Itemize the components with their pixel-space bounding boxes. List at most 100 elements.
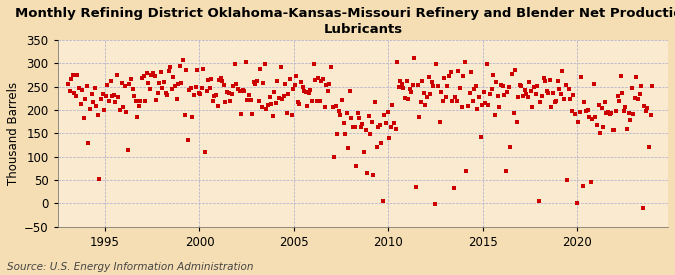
Point [491,79,502,84]
Point [215,76,226,81]
Point [94,177,105,181]
Point [467,99,478,103]
Point [570,112,580,116]
Point [494,105,505,109]
Point [304,91,315,95]
Point [226,92,237,96]
Point [221,89,232,94]
Point [466,70,477,75]
Point [332,131,343,136]
Point [606,111,617,115]
Point [363,114,374,119]
Point [245,98,256,102]
Point [446,70,456,75]
Point [510,67,520,72]
Point [401,79,412,84]
Point [382,109,393,114]
Point [86,92,97,97]
Point [512,120,522,125]
Point [396,82,407,87]
Point [77,88,88,93]
Point [311,99,322,104]
Point [250,82,261,86]
Point [258,80,269,85]
Point [70,94,81,98]
Point [599,100,610,104]
Point [240,60,251,64]
Point [201,88,212,93]
Point [373,125,383,129]
Point [92,113,103,117]
Point [573,120,584,125]
Point [527,105,538,109]
Point [184,88,194,92]
Point [470,84,481,89]
Point [579,100,590,105]
Point [532,83,543,88]
Point [529,85,539,89]
Point [404,87,415,92]
Point [296,79,306,84]
Point [584,115,595,119]
Point [436,90,447,94]
Point [324,82,335,86]
Point [384,136,395,140]
Point [288,87,298,91]
Point [212,104,223,108]
Point [603,109,614,114]
Point [176,81,187,86]
Point [294,101,305,106]
Point [179,112,190,117]
Point [406,90,416,94]
Point [136,76,147,81]
Point [134,104,144,109]
Point [211,92,221,97]
Point [585,180,596,185]
Point [206,76,217,81]
Point [462,104,473,109]
Point [580,109,591,113]
Point [337,97,348,102]
Point [578,183,589,188]
Point [292,100,303,104]
Point [84,107,95,111]
Point [135,99,146,103]
Point [540,79,551,83]
Point [642,106,653,111]
Point [344,89,355,93]
Point [429,202,440,207]
Point [96,97,107,101]
Point [214,78,225,82]
Point [305,88,316,93]
Point [537,94,547,98]
Point [300,89,311,94]
Point [624,118,635,123]
Point [234,89,245,93]
Point [546,105,557,109]
Point [549,100,560,104]
Point [280,82,291,86]
Point [127,87,138,92]
Point [63,82,74,87]
Point [360,128,371,133]
Point [340,132,350,137]
Point [187,115,198,119]
Point [225,99,236,104]
Point [82,84,92,89]
Point [557,69,568,73]
Point [381,120,392,125]
Point [576,75,587,79]
Point [385,124,396,129]
Point [418,90,429,95]
Point [273,96,284,101]
Point [551,98,562,103]
Point [507,72,518,76]
Point [392,59,402,64]
Point [439,76,450,80]
Point [119,84,130,88]
Point [283,92,294,97]
Point [631,74,642,79]
Point [272,79,283,83]
Point [615,74,626,78]
Point [556,92,566,97]
